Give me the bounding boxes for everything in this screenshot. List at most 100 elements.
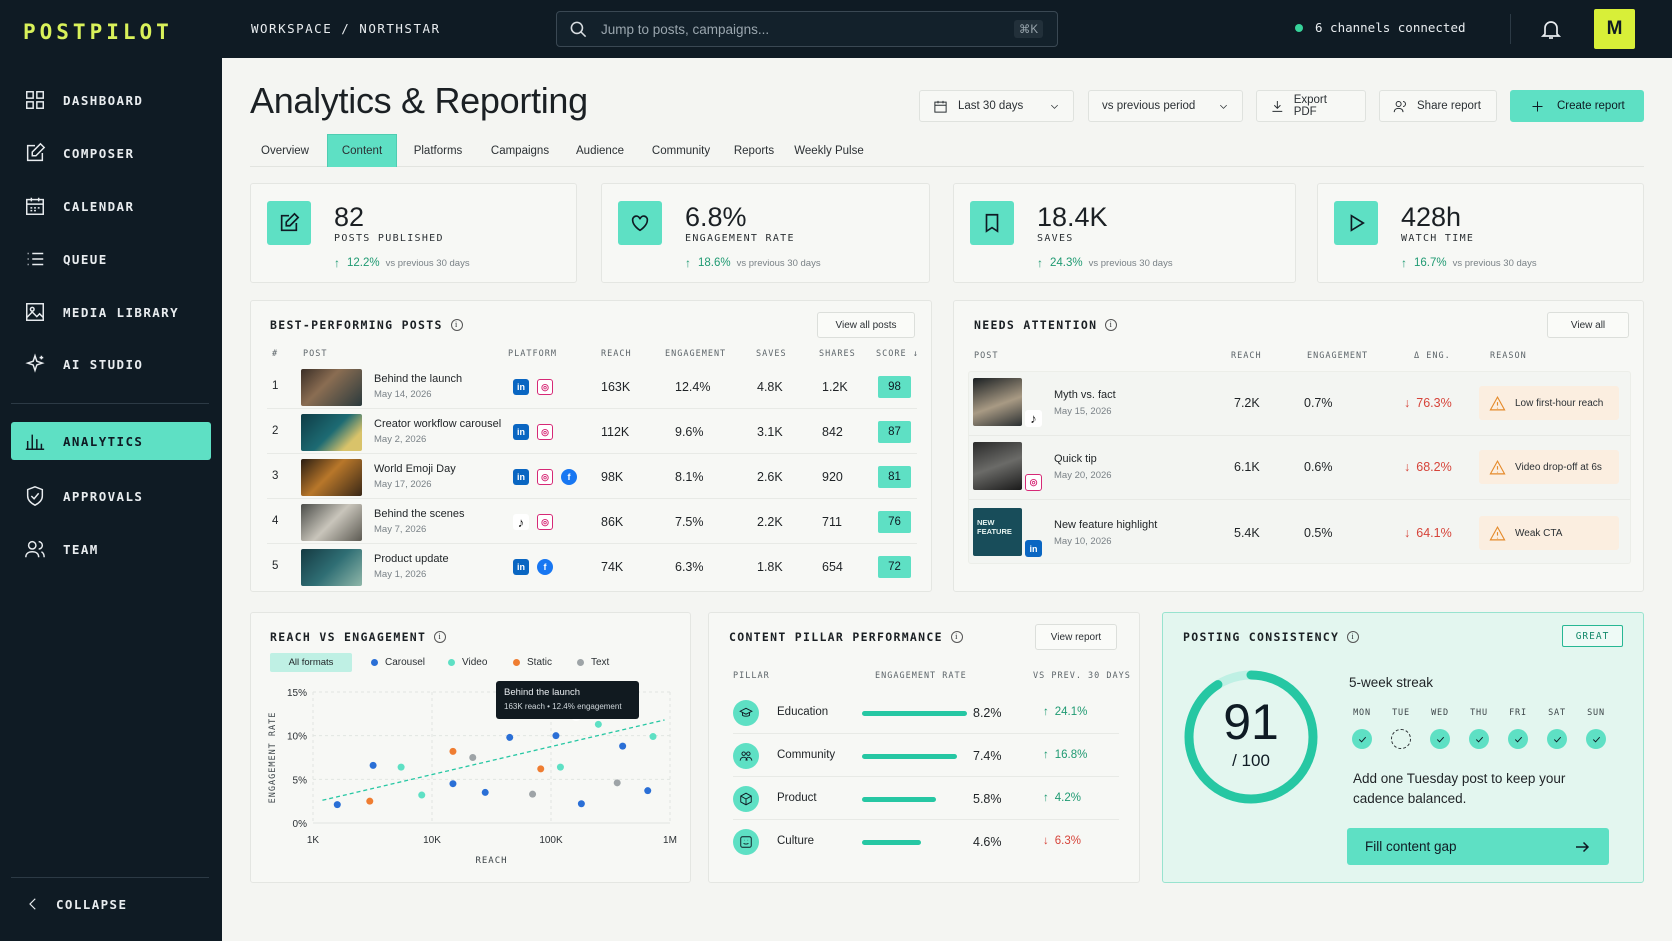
check-icon[interactable] [1586,729,1606,749]
table-row[interactable]: 2 Creator workflow carousel May 2, 2026 … [267,410,917,454]
info-icon[interactable]: i [1105,319,1118,331]
tab-platforms[interactable]: Platforms [413,144,463,157]
info-icon[interactable]: i [450,319,463,331]
scatter-chart: 0% 5% 10% 15% 1K 10K 100K 1M REACH ENGAGEMENT RAT… [268,688,677,866]
collapse-button[interactable]: COLLAPSE [11,885,211,923]
channels-status[interactable]: 6 channels connected [1295,20,1466,35]
tab-community[interactable]: Community [651,144,711,157]
image-icon [26,303,44,321]
kpi-label: ENGAGEMENT RATE [685,233,795,244]
list-item[interactable]: NEW FEATURE in New feature highlight May… [969,500,1630,564]
sidebar-item-queue[interactable]: QUEUE [11,240,211,278]
view-all-posts-button[interactable]: View all posts [817,312,915,338]
pillar-row[interactable]: Community 7.4% ↑ 16.8% [733,737,1119,777]
kpi-value: 428h [1401,202,1462,232]
kpi-delta: ↑ 24.3% vs previous 30 days [1037,256,1173,270]
info-icon[interactable]: i [434,631,447,643]
pillar-row[interactable]: Culture 4.6% ↓ 6.3% [733,823,1119,863]
post-title: New feature highlight [1054,519,1158,531]
reason-badge: Weak CTA [1479,516,1619,550]
compare-select[interactable]: vs previous period [1088,90,1243,122]
list-item[interactable]: ♪ Myth vs. fact May 15, 2026 7.2K 0.7% ↓… [969,372,1630,436]
export-pdf-button[interactable]: Export PDF [1256,90,1366,122]
empty-day-icon[interactable] [1391,729,1411,749]
pillar-delta-text: 24.1% [1054,706,1088,718]
bell-icon[interactable] [1539,16,1563,42]
post-thumbnail [973,378,1022,426]
view-all-button[interactable]: View all [1547,312,1629,338]
tab-audience[interactable]: Audience [576,144,624,157]
card-title: BEST-PERFORMING POSTS i [270,318,463,332]
linkedin-icon: in [513,559,529,575]
instagram-icon: ◎ [537,379,553,395]
reason-text: Low first-hour reach [1515,397,1604,409]
tab-weekly-pulse[interactable]: Weekly Pulse [794,144,864,157]
engagement-value: 12.4% [675,380,711,394]
data-point-static [366,797,374,805]
column-header-sort[interactable]: SCORE ↓ [876,349,919,359]
kpi-label: WATCH TIME [1401,233,1475,244]
reason-text: Weak CTA [1515,527,1563,539]
card-title-text: REACH VS ENGAGEMENT [270,630,427,644]
chart-tooltip: Behind the launch 163K reach • 12.4% eng… [496,681,639,719]
table-row[interactable]: 1 Behind the launch May 14, 2026 in ◎ 16… [267,365,917,409]
legend-label: Carousel [385,657,426,668]
linkedin-icon: in [513,424,529,440]
sidebar-item-calendar[interactable]: CALENDAR [11,187,211,225]
sidebar-item-approvals[interactable]: APPROVALS [11,477,211,515]
table-row[interactable]: 3 World Emoji Day May 17, 2026 in ◎ f 98… [267,455,917,499]
kpi-delta-vs: vs previous 30 days [1452,257,1537,269]
pillar-row[interactable]: Product 5.8% ↑ 4.2% [733,780,1119,820]
fill-content-gap-button[interactable]: Fill content gap [1347,828,1609,865]
column-header: POST [303,349,328,359]
list-item[interactable]: ◎ Quick tip May 20, 2026 6.1K 0.6% ↓ 68.2… [969,436,1630,500]
table-row[interactable]: 4 Behind the scenes May 7, 2026 ♪ ◎ 86K … [267,500,917,544]
search-input[interactable]: Jump to posts, campaigns... ⌘K [556,11,1058,47]
pillar-name: Product [777,792,817,804]
check-icon[interactable] [1352,729,1372,749]
info-icon[interactable]: i [950,631,963,643]
pillar-rate: 5.8% [973,792,1002,806]
check-icon[interactable] [1430,729,1450,749]
engagement-value: 9.6% [675,425,704,439]
arrow-down-icon: ↓ [1404,526,1411,540]
table-row[interactable]: 5 Product update May 1, 2026 in f 74K 6.… [267,545,917,589]
arrow-up-icon: ↑ [685,256,691,270]
sidebar-item-analytics[interactable]: ANALYTICS [11,422,211,460]
filter-all-formats[interactable]: All formats [270,653,352,672]
avatar[interactable]: M [1594,9,1635,49]
share-report-button[interactable]: Share report [1379,90,1497,122]
info-icon[interactable]: i [1347,631,1360,643]
row-rank: 5 [272,560,279,572]
sidebar-item-dashboard[interactable]: DASHBOARD [11,81,211,119]
create-report-button[interactable]: Create report [1510,90,1644,122]
legend-carousel[interactable]: Carousel [371,657,425,668]
card-title: POSTING CONSISTENCY i [1183,630,1360,644]
graduation-cap-icon [733,700,759,726]
reach-value: 5.4K [1234,526,1260,540]
sidebar-item-team[interactable]: TEAM [11,530,211,568]
breadcrumb[interactable]: WORKSPACE / NORTHSTAR [251,21,441,36]
tab-campaigns[interactable]: Campaigns [490,144,550,157]
sidebar-item-media-library[interactable]: MEDIA LIBRARY [11,293,211,331]
tab-overview[interactable]: Overview [261,144,309,157]
column-header[interactable]: SHARES [819,349,856,359]
app-logo[interactable]: POSTPILOT [23,20,173,44]
pillar-row[interactable]: Education 8.2% ↑ 24.1% [733,694,1119,734]
tab-content[interactable]: Content [327,134,397,167]
view-report-button[interactable]: View report [1035,624,1117,650]
data-point-carousel [644,787,652,795]
legend-video[interactable]: Video [448,657,487,668]
pillar-delta: ↑ 24.1% [1043,706,1087,718]
sidebar-item-ai-studio[interactable]: AI STUDIO [11,345,211,383]
check-icon[interactable] [1469,729,1489,749]
date-range-select[interactable]: Last 30 days [919,90,1074,122]
column-header: POST [974,351,999,361]
kpi-delta: ↑ 12.2% vs previous 30 days [334,256,470,270]
check-icon[interactable] [1547,729,1567,749]
legend-static[interactable]: Static [513,657,552,668]
sidebar-item-composer[interactable]: COMPOSER [11,134,211,172]
check-icon[interactable] [1508,729,1528,749]
legend-text[interactable]: Text [577,657,609,668]
tab-reports[interactable]: Reports [733,144,775,157]
